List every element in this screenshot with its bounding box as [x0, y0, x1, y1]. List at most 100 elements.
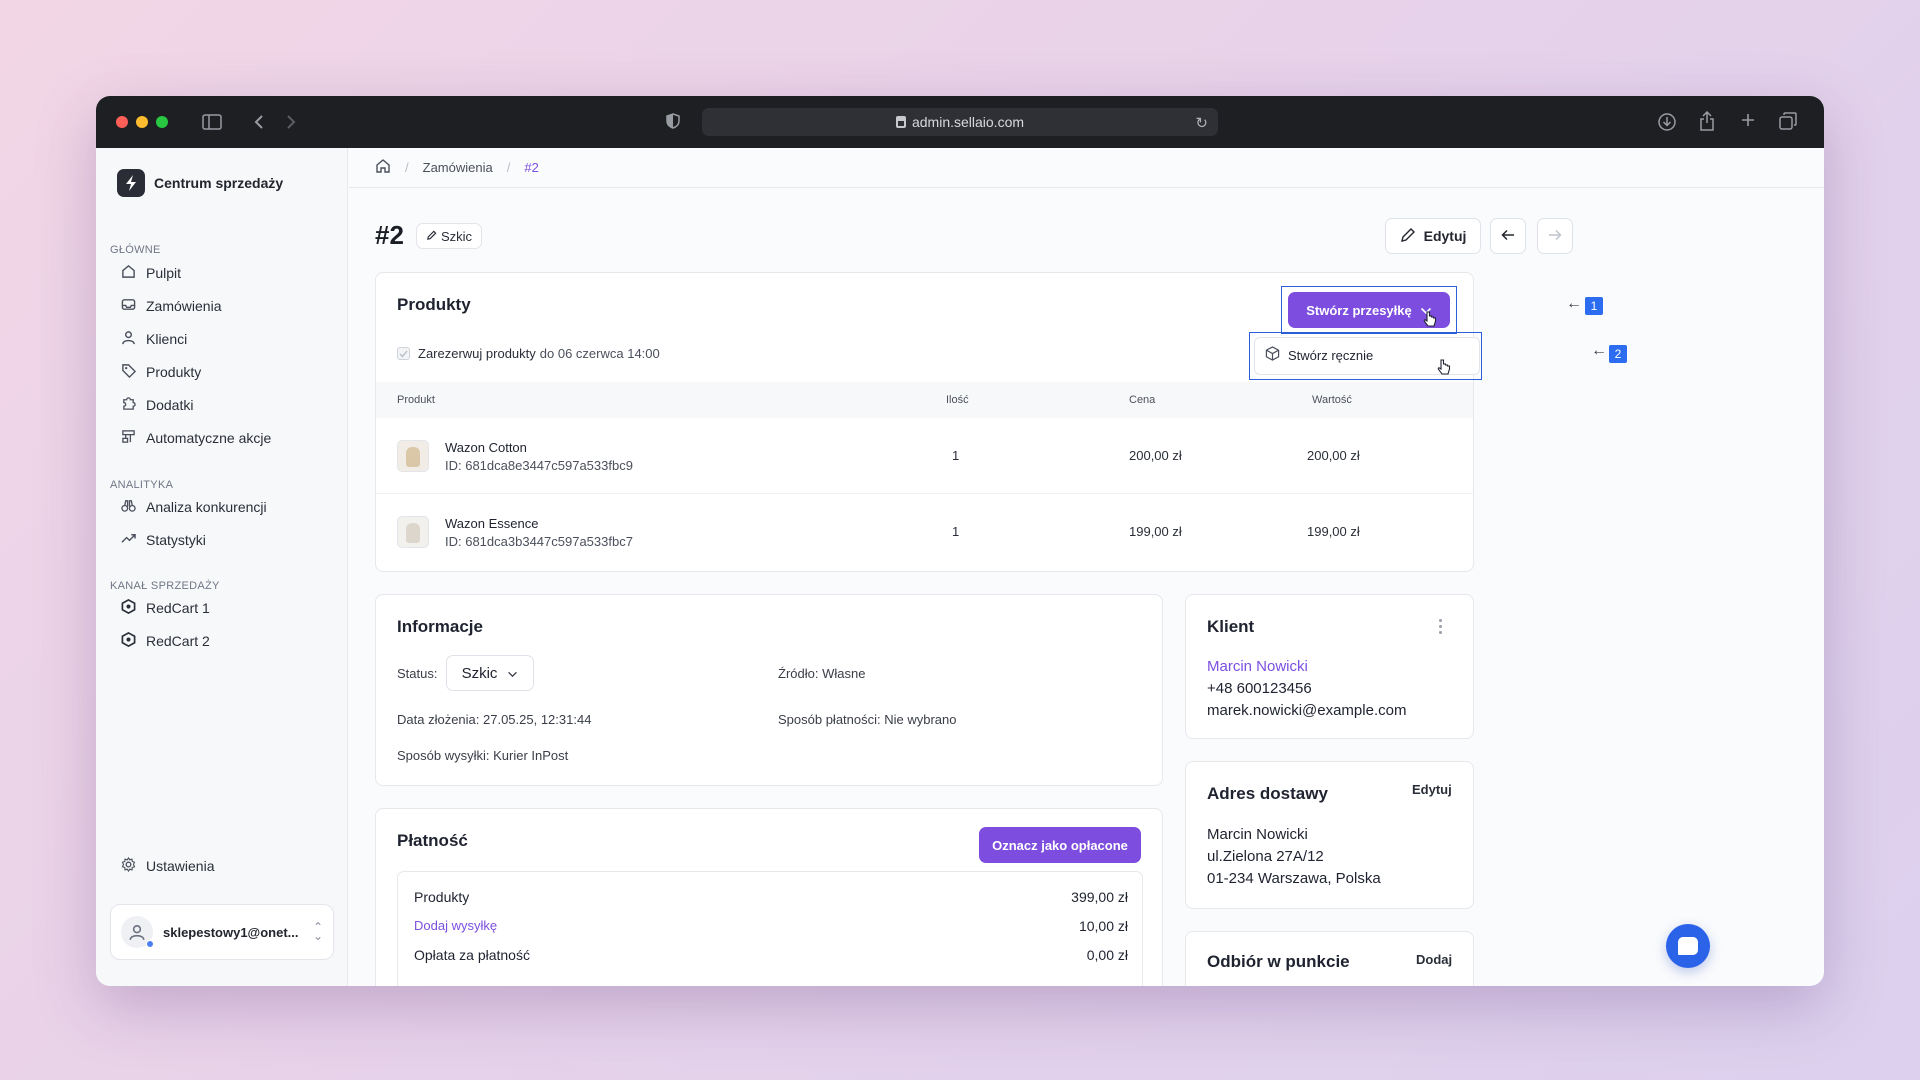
- status-select[interactable]: Szkic: [446, 655, 534, 691]
- sidebar-item-ustawienia[interactable]: Ustawienia: [110, 852, 334, 880]
- create-manually-option[interactable]: Stwórz ręcznie: [1265, 346, 1373, 364]
- cursor-icon: [1423, 311, 1437, 334]
- edit-order-button[interactable]: Edytuj: [1385, 218, 1481, 254]
- puzzle-icon: [120, 396, 136, 414]
- sidebar-item-dodatki[interactable]: Dodatki: [110, 391, 334, 419]
- brand[interactable]: Centrum sprzedaży: [117, 169, 283, 197]
- chat-widget-button[interactable]: [1666, 924, 1710, 968]
- payment-card-title: Płatność: [397, 831, 468, 850]
- browser-window: admin.sellaio.com ↻ Centrum sprzedaży GŁ…: [96, 96, 1824, 986]
- user-email: sklepestowy1@onet...: [163, 924, 299, 940]
- product-thumbnail: [397, 440, 429, 472]
- products-card: Produkty Stwórz przesyłkę Stwórz ręcznie: [375, 272, 1482, 572]
- table-row[interactable]: Wazon Essence ID: 681dca3b3447c597a533fb…: [376, 494, 1473, 570]
- brand-logo-icon: [117, 169, 145, 197]
- product-thumbnail: [397, 516, 429, 548]
- edit-order-label: Edytuj: [1423, 228, 1467, 244]
- more-options-icon[interactable]: [1439, 619, 1442, 634]
- reload-icon[interactable]: ↻: [1195, 115, 1208, 132]
- create-shipment-label: Stwórz przesyłkę: [1306, 302, 1412, 318]
- reserve-products-checkbox[interactable]: Zarezerwuj produkty do 06 czerwca 14:00: [397, 346, 660, 361]
- workflow-icon: [120, 429, 136, 447]
- arrow-left-icon: [1501, 228, 1515, 244]
- add-pickup-button[interactable]: Dodaj: [1416, 952, 1453, 967]
- checkbox-box[interactable]: [397, 347, 410, 360]
- reserve-products-label: Zarezerwuj produkty: [418, 346, 536, 361]
- order-date: Data złożenia: 27.05.25, 12:31:44: [397, 712, 592, 727]
- new-tab-icon[interactable]: [1740, 112, 1756, 128]
- payment-method: Sposób płatności: Nie wybrano: [778, 712, 957, 727]
- create-shipment-button[interactable]: Stwórz przesyłkę: [1288, 292, 1450, 328]
- next-order-button[interactable]: [1537, 218, 1573, 254]
- product-name[interactable]: Wazon Cotton: [445, 440, 527, 455]
- section-label-main: GŁÓWNE: [110, 244, 161, 256]
- status-badge-label: Szkic: [441, 228, 473, 244]
- sidebar-item-zamowienia[interactable]: Zamówienia: [110, 292, 334, 320]
- chevron-updown-icon: ⌃ ⌄: [313, 920, 324, 943]
- client-email: marek.nowicki@example.com: [1207, 702, 1407, 719]
- sidebar-item-statystyki[interactable]: Statystyki: [110, 526, 334, 554]
- sidebar-item-label: Zamówienia: [146, 298, 222, 314]
- pencil-icon: [426, 229, 437, 244]
- previous-order-button[interactable]: [1490, 218, 1526, 254]
- url-text: admin.sellaio.com: [911, 114, 1025, 130]
- pencil-icon: [1400, 227, 1416, 246]
- sidebar-item-redcart-1[interactable]: RedCart 1: [110, 594, 334, 622]
- maximize-window-button[interactable]: [156, 116, 168, 128]
- breadcrumb-separator: /: [506, 160, 511, 175]
- tab-overview-icon[interactable]: [1779, 112, 1797, 130]
- forward-icon[interactable]: [286, 114, 296, 130]
- trend-icon: [120, 531, 136, 549]
- sidebar-item-label: RedCart 1: [146, 600, 210, 616]
- back-icon[interactable]: [254, 114, 264, 130]
- edit-address-button[interactable]: Edytuj: [1412, 782, 1452, 797]
- home-icon: [120, 264, 136, 282]
- product-quantity: 1: [952, 448, 960, 463]
- avatar: [121, 916, 154, 948]
- sidebar-item-pulpit[interactable]: Pulpit: [110, 259, 334, 287]
- chat-icon: [1678, 937, 1698, 955]
- home-icon[interactable]: [375, 158, 391, 177]
- breadcrumb-orders[interactable]: Zamówienia: [422, 160, 493, 175]
- client-name-link[interactable]: Marcin Nowicki: [1207, 658, 1308, 675]
- product-value: 199,00 zł: [1307, 524, 1360, 539]
- address-bar[interactable]: admin.sellaio.com ↻: [702, 108, 1218, 136]
- close-window-button[interactable]: [116, 116, 128, 128]
- add-shipping-link[interactable]: Dodaj wysyłkę: [414, 918, 498, 933]
- mark-paid-label: Oznacz jako opłacone: [992, 837, 1128, 853]
- download-icon[interactable]: [1658, 113, 1676, 131]
- sidebar-item-redcart-2[interactable]: RedCart 2: [110, 627, 334, 655]
- client-phone: +48 600123456: [1207, 680, 1312, 697]
- redcart-icon: [120, 631, 136, 650]
- sidebar-toggle-icon[interactable]: [202, 114, 222, 130]
- summary-label: Produkty: [414, 889, 470, 905]
- share-icon[interactable]: [1699, 111, 1715, 131]
- status-badge: Szkic: [416, 223, 483, 249]
- product-price: 199,00 zł: [1129, 524, 1182, 539]
- address-card-title: Adres dostawy: [1207, 784, 1328, 803]
- sidebar-item-automatyczne-akcje[interactable]: Automatyczne akcje: [110, 424, 334, 452]
- minimize-window-button[interactable]: [136, 116, 148, 128]
- main-content: / Zamówienia / #2 #2 Szkic Edytuj Produk…: [349, 148, 1824, 986]
- address-city: 01-234 Warszawa, Polska: [1207, 870, 1381, 887]
- pickup-card-title: Odbiór w punkcie: [1207, 952, 1350, 971]
- table-row[interactable]: Wazon Cotton ID: 681dca8e3447c597a533fbc…: [376, 418, 1473, 494]
- step-2-highlight: [1249, 332, 1482, 380]
- arrow-right-icon: [1548, 228, 1562, 244]
- summary-value: 399,00 zł: [1071, 889, 1128, 905]
- sidebar-item-analiza-konkurencji[interactable]: Analiza konkurencji: [110, 493, 334, 521]
- mark-paid-button[interactable]: Oznacz jako opłacone: [979, 827, 1141, 863]
- summary-row-products: Produkty 399,00 zł: [414, 889, 1128, 905]
- sidebar-item-klienci[interactable]: Klienci: [110, 325, 334, 353]
- user-menu[interactable]: sklepestowy1@onet... ⌃ ⌄: [110, 904, 334, 960]
- sidebar-item-label: Produkty: [146, 364, 202, 380]
- shield-icon[interactable]: [666, 113, 680, 129]
- product-name[interactable]: Wazon Essence: [445, 516, 539, 531]
- sidebar-item-produkty[interactable]: Produkty: [110, 358, 334, 386]
- address-name: Marcin Nowicki: [1207, 826, 1308, 843]
- product-value: 200,00 zł: [1307, 448, 1360, 463]
- breadcrumb-separator: /: [405, 160, 409, 175]
- summary-label: Opłata za płatność: [414, 947, 530, 963]
- step-2-badge: 2: [1609, 345, 1627, 363]
- pickup-card: Odbiór w punkcie Dodaj: [1185, 931, 1474, 986]
